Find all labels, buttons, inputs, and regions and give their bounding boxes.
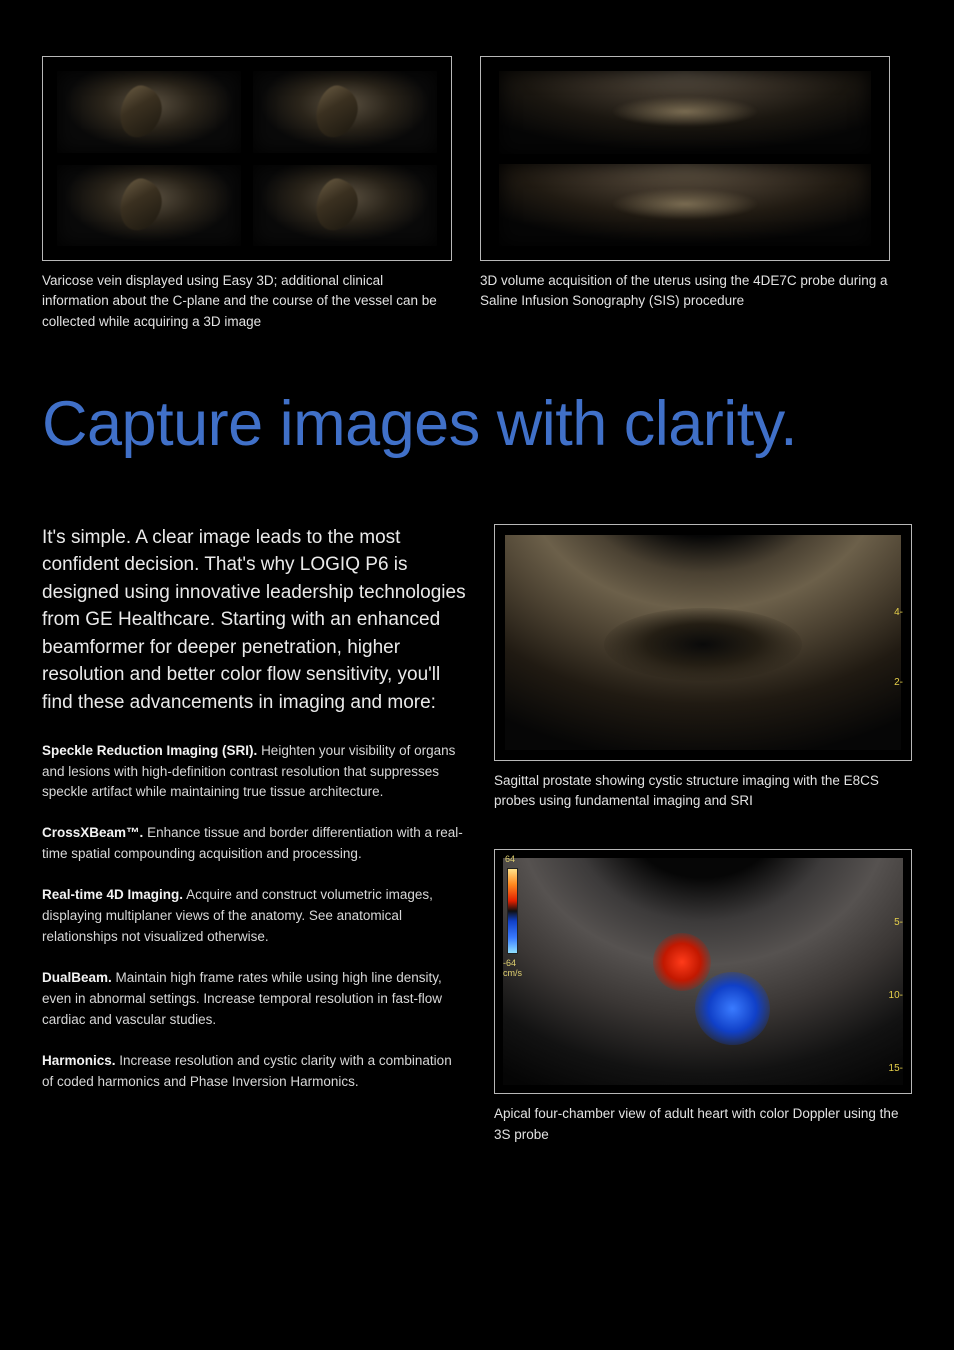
feature-item: CrossXBeam™. Enhance tissue and border d… (42, 823, 466, 865)
feature-item: Speckle Reduction Imaging (SRI). Heighte… (42, 741, 466, 804)
figure-uterus-3d: 3D volume acquisition of the uterus usin… (480, 56, 890, 332)
feature-name: DualBeam. (42, 970, 112, 985)
top-figure-row: Varicose vein displayed using Easy 3D; a… (42, 56, 912, 332)
figure-varicose-vein: Varicose vein displayed using Easy 3D; a… (42, 56, 452, 332)
figure-frame (42, 56, 452, 261)
feature-name: CrossXBeam™. (42, 825, 143, 840)
figure-caption: 3D volume acquisition of the uterus usin… (480, 271, 890, 312)
scan-panel (499, 164, 871, 247)
feature-name: Real-time 4D Imaging. (42, 887, 183, 902)
figure-caption: Apical four-chamber view of adult heart … (494, 1104, 912, 1145)
intro-paragraph: It's simple. A clear image leads to the … (42, 524, 466, 717)
scan-panel (499, 71, 871, 154)
depth-scale: 5- 10- 15- (875, 858, 905, 1085)
lower-columns: It's simple. A clear image leads to the … (42, 524, 912, 1145)
scan-panel (57, 71, 241, 153)
feature-item: DualBeam. Maintain high frame rates whil… (42, 968, 466, 1031)
feature-item: Harmonics. Increase resolution and cysti… (42, 1051, 466, 1093)
colorbar-min-label: -64 cm/s (503, 958, 522, 978)
image-column: 4- 2- Sagittal prostate showing cystic s… (494, 524, 912, 1145)
page-title: Capture images with clarity. (42, 388, 912, 460)
colorbar-min-value: -64 (503, 958, 516, 968)
text-column: It's simple. A clear image leads to the … (42, 524, 466, 1145)
feature-name: Speckle Reduction Imaging (SRI). (42, 743, 257, 758)
colorbar-unit: cm/s (503, 968, 522, 978)
scan-panel (505, 535, 901, 750)
depth-mark: 10- (889, 990, 903, 1001)
figure-caption: Sagittal prostate showing cystic structu… (494, 771, 912, 812)
figure-caption: Varicose vein displayed using Easy 3D; a… (42, 271, 452, 332)
depth-mark: 5- (894, 917, 903, 928)
depth-mark: 15- (889, 1063, 903, 1074)
scan-panel (253, 71, 437, 153)
feature-name: Harmonics. (42, 1053, 116, 1068)
doppler-colorbar (507, 868, 518, 954)
figure-heart-doppler: 64 -64 cm/s 5- 10- 15- (494, 849, 912, 1094)
scan-panel (253, 165, 437, 247)
colorbar-max-label: 64 (505, 854, 515, 864)
feature-item: Real-time 4D Imaging. Acquire and constr… (42, 885, 466, 948)
figure-prostate: 4- 2- (494, 524, 912, 761)
figure-frame (480, 56, 890, 261)
scan-panel (57, 165, 241, 247)
